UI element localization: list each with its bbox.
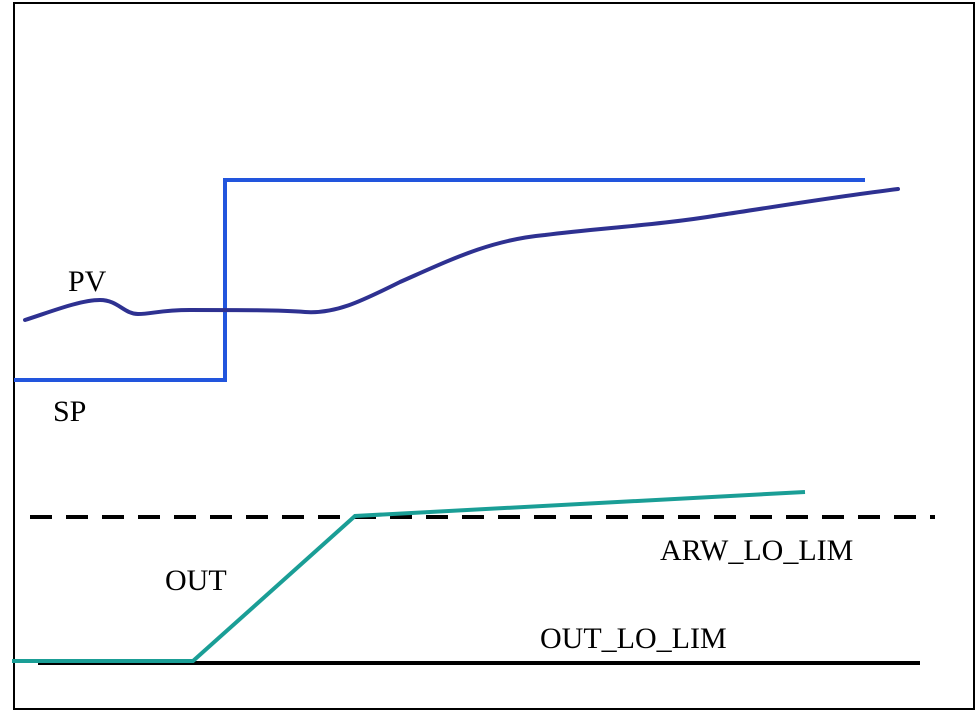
sp-label: SP (53, 395, 86, 428)
sp-line (14, 178, 865, 382)
pv-label: PV (68, 265, 107, 298)
out-lo-lim-label: OUT_LO_LIM (540, 622, 727, 655)
out-line (12, 490, 806, 663)
frame-border (13, 2, 975, 710)
pv-curve (23, 187, 900, 322)
out-label: OUT (165, 564, 227, 597)
arw-lo-lim-label: ARW_LO_LIM (660, 534, 853, 567)
